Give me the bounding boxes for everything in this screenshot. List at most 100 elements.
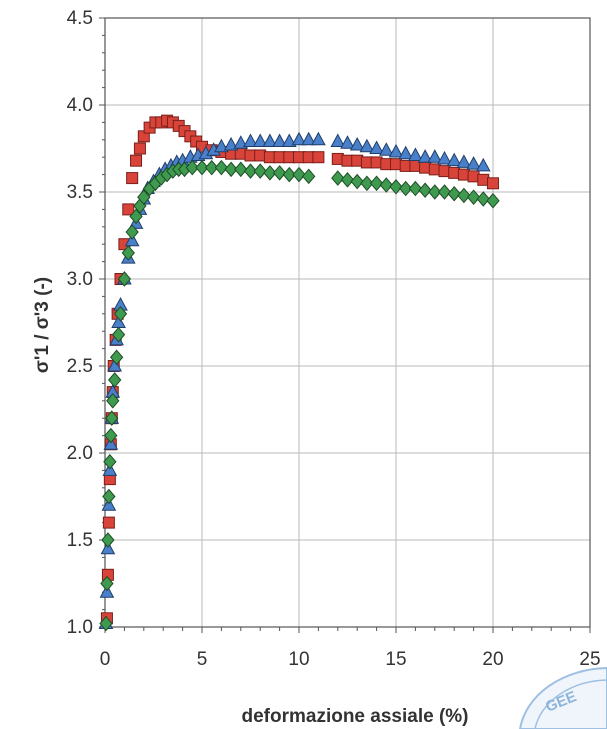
data-point	[369, 140, 384, 154]
data-point	[291, 131, 307, 146]
data-point	[331, 170, 345, 186]
data-point	[100, 575, 114, 592]
data-point	[99, 615, 113, 632]
data-point	[350, 173, 364, 190]
y-tick-label: 3.5	[67, 182, 93, 203]
plot-area-border	[104, 17, 591, 628]
data-point	[262, 133, 278, 148]
data-point	[475, 157, 491, 172]
data-point	[311, 131, 326, 146]
data-point	[107, 357, 123, 372]
data-point	[437, 184, 452, 200]
data-point	[399, 180, 413, 197]
plot-frame	[99, 17, 591, 633]
data-point	[379, 177, 393, 193]
data-series	[98, 114, 500, 632]
data-point	[109, 349, 124, 366]
data-point	[340, 172, 355, 188]
data-point	[214, 159, 229, 176]
data-point	[263, 165, 277, 181]
data-point	[486, 192, 500, 209]
data-point	[125, 224, 139, 240]
data-point	[312, 151, 325, 164]
data-point	[106, 393, 120, 409]
stamp-seal: GEE	[518, 666, 607, 729]
data-point	[340, 135, 355, 149]
series-3	[99, 159, 500, 632]
data-point	[437, 150, 452, 165]
data-point	[102, 516, 115, 529]
data-point	[427, 149, 443, 163]
y-tick-label: 1.5	[67, 530, 93, 551]
data-point	[417, 149, 433, 163]
data-point	[378, 142, 394, 156]
x-tick-label: 15	[385, 649, 406, 670]
grid	[105, 18, 590, 627]
data-point	[243, 133, 258, 148]
y-tick-label: 1.0	[67, 617, 93, 638]
data-point	[388, 143, 404, 158]
y-tick-label: 4.5	[67, 8, 93, 29]
data-point	[105, 410, 119, 426]
x-axis-label: deformazione assiale (%)	[241, 706, 468, 727]
data-point	[122, 203, 135, 216]
data-point	[195, 159, 209, 176]
data-point	[101, 532, 115, 548]
data-point	[102, 488, 116, 505]
data-point	[205, 159, 219, 176]
data-point	[121, 245, 135, 261]
data-point	[111, 326, 126, 343]
data-point	[130, 154, 143, 167]
data-point	[301, 131, 317, 146]
data-point	[398, 145, 414, 160]
x-tick-label: 25	[579, 649, 600, 670]
y-tick-label: 4.0	[67, 95, 93, 116]
data-point	[243, 163, 258, 179]
data-point	[133, 142, 146, 155]
x-tick-label: 5	[197, 649, 208, 670]
data-point	[292, 166, 306, 183]
data-point	[281, 133, 297, 148]
data-point	[223, 136, 239, 151]
y-axis-ticks: 1.0 1.5 2.0 2.5 3.0 3.5 4.0 4.5	[67, 8, 93, 638]
data-point	[272, 165, 287, 181]
data-point	[408, 147, 423, 161]
data-point	[457, 187, 471, 204]
data-point	[418, 182, 432, 199]
series-2	[98, 131, 491, 630]
x-tick-label: 0	[100, 649, 111, 670]
data-point	[129, 208, 143, 225]
data-point	[185, 159, 199, 176]
data-point	[446, 152, 462, 167]
x-tick-label: 20	[482, 649, 503, 670]
data-point	[253, 163, 267, 179]
data-point	[389, 179, 403, 195]
data-point	[359, 138, 375, 153]
data-point	[476, 191, 490, 207]
data-point	[224, 161, 238, 178]
y-tick-label: 2.0	[67, 443, 93, 464]
y-tick-label: 3.0	[67, 269, 93, 290]
data-point	[456, 154, 472, 168]
data-point	[214, 138, 229, 153]
data-point	[137, 189, 151, 205]
y-tick-label: 2.5	[67, 356, 93, 377]
x-tick-label: 10	[288, 649, 309, 670]
y-axis-label: σ'1 / σ'3 (-)	[32, 277, 53, 373]
data-point	[369, 175, 384, 192]
x-axis-ticks: 0 5 10 15 20 25	[100, 649, 601, 670]
data-point	[234, 161, 248, 178]
data-point	[104, 427, 118, 444]
data-point	[108, 372, 122, 388]
data-point	[302, 168, 316, 185]
data-point	[349, 136, 365, 151]
data-point	[360, 175, 374, 192]
data-point	[330, 133, 346, 148]
data-point	[272, 133, 287, 148]
data-point	[282, 166, 296, 183]
data-point	[103, 453, 117, 470]
data-point	[487, 177, 499, 190]
data-point	[408, 180, 423, 197]
data-point	[252, 133, 268, 148]
